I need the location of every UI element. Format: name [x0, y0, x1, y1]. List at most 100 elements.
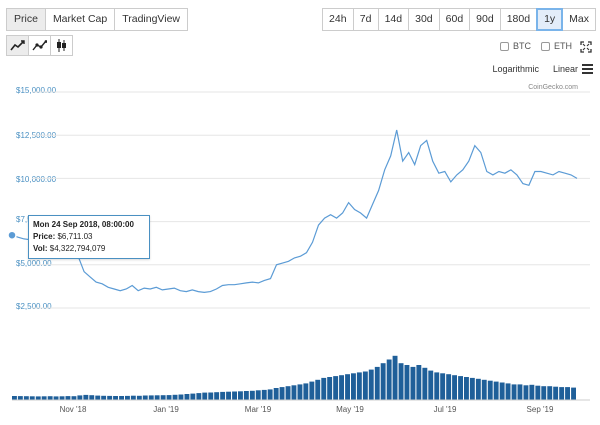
volume-bar — [291, 385, 297, 400]
tooltip-price-label: Price: — [33, 232, 56, 241]
x-tick-label: Nov '18 — [59, 405, 87, 414]
volume-bar — [17, 396, 23, 400]
volume-bar — [23, 396, 29, 400]
volume-bar — [178, 394, 184, 400]
volume-bar — [208, 392, 214, 400]
volume-bar — [53, 396, 59, 400]
volume-bar — [83, 394, 89, 400]
volume-bar — [125, 395, 130, 400]
volume-bar — [571, 387, 576, 400]
x-tick-label: Jan '19 — [153, 405, 179, 414]
volume-bar — [345, 374, 350, 400]
chart-credit: CoinGecko.com — [528, 84, 578, 91]
volume-bar — [220, 391, 226, 400]
y-tick-label: $2,500.00 — [16, 302, 52, 311]
tab-market-cap[interactable]: Market Cap — [44, 8, 116, 31]
volume-bar — [184, 394, 190, 400]
fullscreen-icon[interactable] — [580, 40, 592, 53]
chart-grid — [32, 91, 590, 309]
candlestick-chart-icon[interactable] — [50, 35, 73, 56]
volume-bar — [529, 384, 535, 400]
volume-bar — [303, 383, 309, 400]
volume-bar — [464, 377, 469, 400]
volume-bar — [65, 396, 71, 400]
volume-bar — [119, 396, 124, 400]
time-range-selector: 24h 7d 14d 30d 60d 90d 180d 1y Max — [322, 8, 596, 31]
price-series-line — [11, 129, 578, 294]
volume-bar — [226, 391, 231, 400]
x-tick-label: Jul '19 — [433, 405, 457, 414]
volume-bar — [130, 395, 136, 400]
x-tick-label: Mar '19 — [244, 405, 272, 414]
tab-tradingview[interactable]: TradingView — [114, 8, 188, 31]
volume-bar — [47, 396, 53, 400]
range-7d[interactable]: 7d — [352, 8, 379, 31]
compare-btc[interactable]: BTC — [500, 41, 531, 51]
volume-bar — [321, 377, 327, 400]
btc-checkbox[interactable] — [500, 41, 509, 51]
volume-bar — [452, 375, 457, 400]
volume-bar — [440, 373, 446, 400]
volume-bar — [416, 365, 422, 400]
volume-bar — [499, 382, 505, 400]
volume-bar — [553, 386, 559, 400]
volume-bar — [422, 367, 428, 400]
volume-bar — [487, 380, 493, 400]
volume-bar — [541, 386, 547, 400]
volume-bar — [434, 372, 440, 400]
volume-bar — [356, 372, 362, 400]
volume-bar — [136, 395, 142, 400]
volume-bar — [380, 363, 386, 400]
tooltip-vol-value: $4,322,794,079 — [49, 244, 106, 253]
volume-bar — [89, 395, 95, 400]
menu-icon[interactable] — [582, 64, 593, 74]
volume-bar — [505, 383, 511, 400]
volume-bar — [267, 389, 273, 400]
volume-bar — [285, 386, 291, 400]
volume-bar — [160, 395, 166, 400]
volume-bar — [351, 373, 356, 400]
volume-bar — [327, 377, 333, 400]
range-90d[interactable]: 90d — [469, 8, 501, 31]
volume-bar — [190, 393, 196, 400]
price-line — [7, 129, 578, 294]
volume-bar — [458, 376, 463, 400]
volume-bar — [374, 366, 380, 400]
chart-tabs: Price Market Cap TradingView — [6, 8, 188, 31]
volume-bar — [41, 396, 47, 400]
volume-bar — [493, 381, 499, 400]
volume-bar — [309, 381, 315, 400]
compare-eth[interactable]: ETH — [541, 41, 572, 51]
x-tick-label: May '19 — [336, 405, 364, 414]
scale-linear[interactable]: Linear — [552, 64, 578, 74]
volume-bar — [547, 386, 553, 400]
range-1y[interactable]: 1y — [536, 8, 564, 31]
eth-checkbox[interactable] — [541, 41, 550, 51]
volume-bar — [386, 359, 392, 400]
volume-bar — [29, 396, 35, 400]
eth-label: ETH — [554, 41, 572, 51]
volume-bar — [475, 378, 481, 400]
volume-bar — [202, 392, 208, 400]
volume-bar — [333, 376, 339, 400]
range-max[interactable]: Max — [562, 8, 596, 31]
volume-bar — [559, 387, 565, 400]
compare-options: BTC ETH — [500, 41, 582, 51]
volume-bar — [12, 396, 17, 400]
volume-bar — [368, 369, 374, 400]
volume-bar — [154, 395, 160, 400]
range-180d[interactable]: 180d — [499, 8, 538, 31]
y-tick-label: $5,000.00 — [16, 259, 52, 268]
volume-bar — [315, 379, 321, 400]
volume-bar — [71, 396, 77, 400]
volume-bar — [392, 355, 398, 400]
volume-bar — [446, 374, 452, 400]
volume-bar — [398, 363, 404, 400]
volume-bar — [469, 377, 475, 400]
volume-bar — [232, 391, 237, 400]
volume-bar — [404, 365, 410, 400]
volume-bar — [166, 395, 172, 400]
tooltip-date: Mon 24 Sep 2018, 08:00:00 — [33, 220, 134, 229]
scale-logarithmic[interactable]: Logarithmic — [492, 64, 539, 74]
